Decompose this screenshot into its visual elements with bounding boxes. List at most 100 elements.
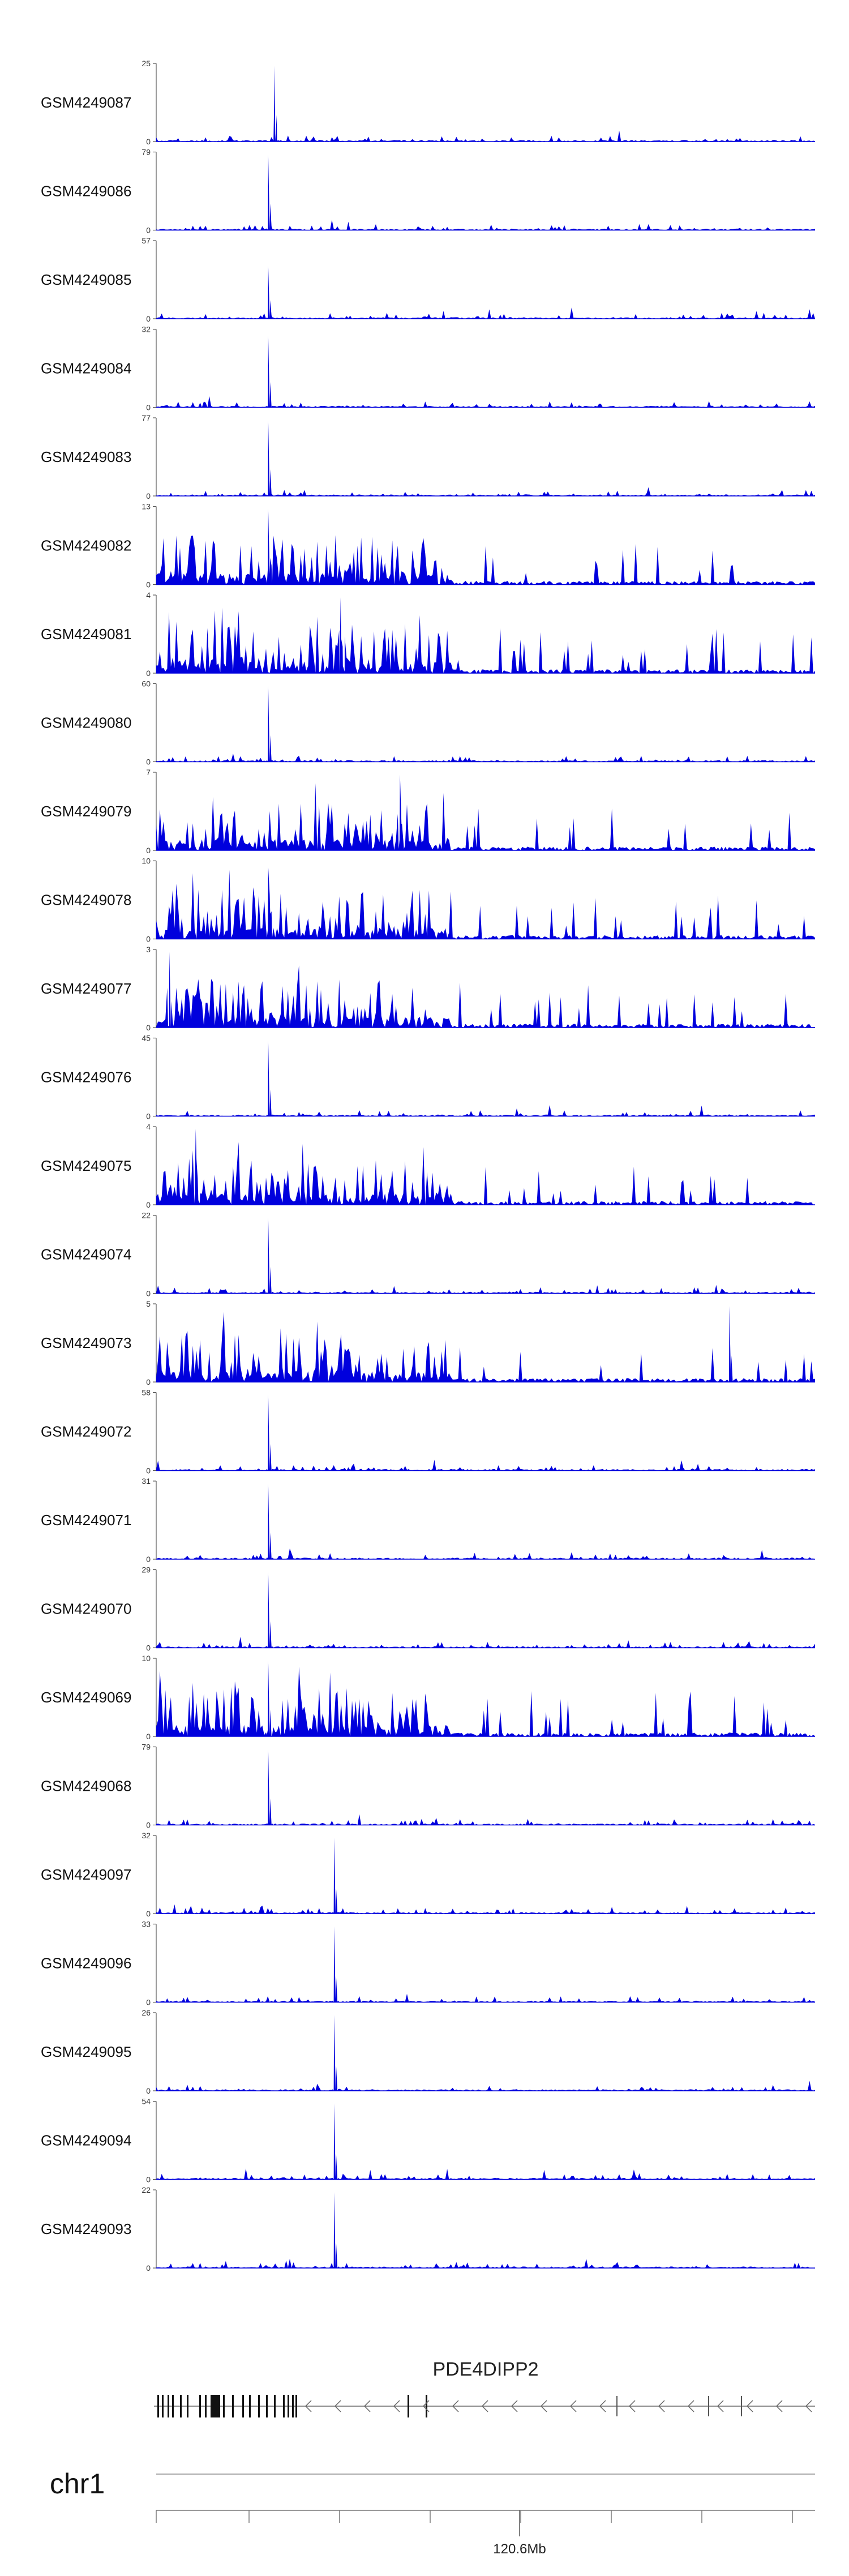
axis-position-label: 120.6Mb bbox=[493, 2541, 546, 2557]
strand-arrow bbox=[393, 2400, 400, 2412]
track-label: GSM4249086 bbox=[41, 183, 131, 200]
y-zero-label: 0 bbox=[146, 1200, 151, 1209]
y-zero-label: 0 bbox=[146, 1112, 151, 1121]
strand-arrow bbox=[511, 2400, 518, 2412]
strand-arrow bbox=[775, 2400, 783, 2412]
chromosome-track: chr1 bbox=[50, 2468, 815, 2500]
y-max-label: 26 bbox=[142, 2008, 151, 2017]
signal-area bbox=[156, 2192, 815, 2268]
signal-area bbox=[156, 686, 815, 762]
y-zero-label: 0 bbox=[146, 935, 151, 944]
signal-area bbox=[156, 2015, 815, 2091]
signal-area bbox=[156, 774, 815, 850]
y-max-label: 58 bbox=[142, 1388, 151, 1397]
strand-arrow bbox=[305, 2400, 312, 2412]
y-max-label: 22 bbox=[142, 1211, 151, 1220]
exon-mark bbox=[408, 2395, 409, 2417]
y-max-label: 54 bbox=[142, 2097, 151, 2106]
track-GSM4249095: GSM4249095 26 0 bbox=[41, 2008, 815, 2095]
track-GSM4249071: GSM4249071 31 0 bbox=[41, 1477, 815, 1564]
exon-mark bbox=[283, 2395, 285, 2417]
strand-arrow bbox=[687, 2400, 694, 2412]
y-max-label: 79 bbox=[142, 1743, 151, 1752]
strand-arrow bbox=[599, 2400, 606, 2412]
y-zero-label: 0 bbox=[146, 580, 151, 589]
y-max-label: 29 bbox=[142, 1565, 151, 1574]
y-zero-label: 0 bbox=[146, 1023, 151, 1032]
signal-area bbox=[156, 154, 815, 230]
strand-arrow bbox=[422, 2400, 430, 2412]
exon-mark bbox=[426, 2395, 427, 2417]
signal-area bbox=[156, 420, 815, 496]
track-GSM4249086: GSM4249086 79 0 bbox=[41, 148, 815, 235]
y-max-label: 77 bbox=[142, 413, 151, 422]
y-zero-label: 0 bbox=[146, 1466, 151, 1475]
track-label: GSM4249077 bbox=[41, 980, 131, 997]
y-zero-label: 0 bbox=[146, 1377, 151, 1387]
y-zero-label: 0 bbox=[146, 758, 151, 767]
y-zero-label: 0 bbox=[146, 314, 151, 323]
track-GSM4249077: GSM4249077 3 0 bbox=[41, 945, 815, 1032]
y-max-label: 5 bbox=[146, 1299, 151, 1308]
track-GSM4249078: GSM4249078 10 0 bbox=[41, 857, 815, 944]
strand-arrow bbox=[452, 2400, 459, 2412]
track-label: GSM4249084 bbox=[41, 360, 131, 377]
track-GSM4249075: GSM4249075 4 0 bbox=[41, 1122, 815, 1209]
signal-area bbox=[156, 597, 815, 673]
y-zero-label: 0 bbox=[146, 1998, 151, 2007]
track-GSM4249068: GSM4249068 79 0 bbox=[41, 1743, 815, 1830]
exon-mark bbox=[292, 2395, 294, 2417]
track-GSM4249084: GSM4249084 32 0 bbox=[41, 325, 815, 412]
y-max-label: 57 bbox=[142, 236, 151, 245]
track-label: GSM4249072 bbox=[41, 1423, 131, 1440]
exon-mark bbox=[274, 2395, 276, 2417]
exon-mark bbox=[232, 2395, 234, 2417]
track-label: GSM4249081 bbox=[41, 626, 131, 643]
y-zero-label: 0 bbox=[146, 2263, 151, 2273]
signal-area bbox=[156, 1926, 815, 2002]
y-zero-label: 0 bbox=[146, 491, 151, 500]
track-label: GSM4249068 bbox=[41, 1778, 131, 1795]
track-GSM4249073: GSM4249073 5 0 bbox=[41, 1299, 815, 1387]
exon-mark bbox=[211, 2395, 218, 2417]
track-label: GSM4249069 bbox=[41, 1689, 131, 1706]
y-zero-label: 0 bbox=[146, 403, 151, 412]
signal-area bbox=[156, 952, 815, 1028]
track-label: GSM4249097 bbox=[41, 1866, 131, 1883]
signal-area bbox=[156, 1306, 815, 1382]
track-GSM4249072: GSM4249072 58 0 bbox=[41, 1388, 815, 1475]
track-label: GSM4249073 bbox=[41, 1334, 131, 1351]
signal-area bbox=[156, 335, 815, 408]
exon-mark bbox=[266, 2395, 268, 2417]
strand-arrow bbox=[658, 2400, 665, 2412]
track-GSM4249087: GSM4249087 25 0 bbox=[41, 59, 815, 146]
strand-arrow bbox=[363, 2400, 371, 2412]
exon-mark bbox=[162, 2395, 164, 2417]
y-zero-label: 0 bbox=[146, 669, 151, 678]
track-label: GSM4249078 bbox=[41, 892, 131, 909]
track-GSM4249093: GSM4249093 22 0 bbox=[41, 2185, 815, 2273]
signal-area bbox=[156, 266, 815, 319]
y-max-label: 22 bbox=[142, 2185, 151, 2194]
y-zero-label: 0 bbox=[146, 137, 151, 146]
track-label: GSM4249074 bbox=[41, 1246, 131, 1263]
track-label: GSM4249087 bbox=[41, 94, 131, 111]
y-zero-label: 0 bbox=[146, 1909, 151, 1918]
exon-mark bbox=[249, 2395, 251, 2417]
track-GSM4249076: GSM4249076 45 0 bbox=[41, 1034, 815, 1121]
exon-mark bbox=[180, 2395, 182, 2417]
y-zero-label: 0 bbox=[146, 846, 151, 855]
signal-area bbox=[156, 867, 815, 939]
track-GSM4249082: GSM4249082 13 0 bbox=[41, 502, 815, 589]
gene-track: PDE4DIPP2 bbox=[154, 2359, 815, 2417]
chromosome-label: chr1 bbox=[50, 2468, 105, 2500]
exon-mark bbox=[258, 2395, 260, 2417]
strand-arrow bbox=[481, 2400, 488, 2412]
track-GSM4249079: GSM4249079 7 0 bbox=[41, 768, 815, 855]
track-label: GSM4249079 bbox=[41, 803, 131, 820]
exon-mark bbox=[223, 2395, 225, 2417]
track-GSM4249070: GSM4249070 29 0 bbox=[41, 1565, 815, 1653]
signal-area bbox=[156, 2103, 815, 2180]
y-max-label: 4 bbox=[146, 1122, 151, 1131]
signal-area bbox=[156, 1483, 815, 1559]
